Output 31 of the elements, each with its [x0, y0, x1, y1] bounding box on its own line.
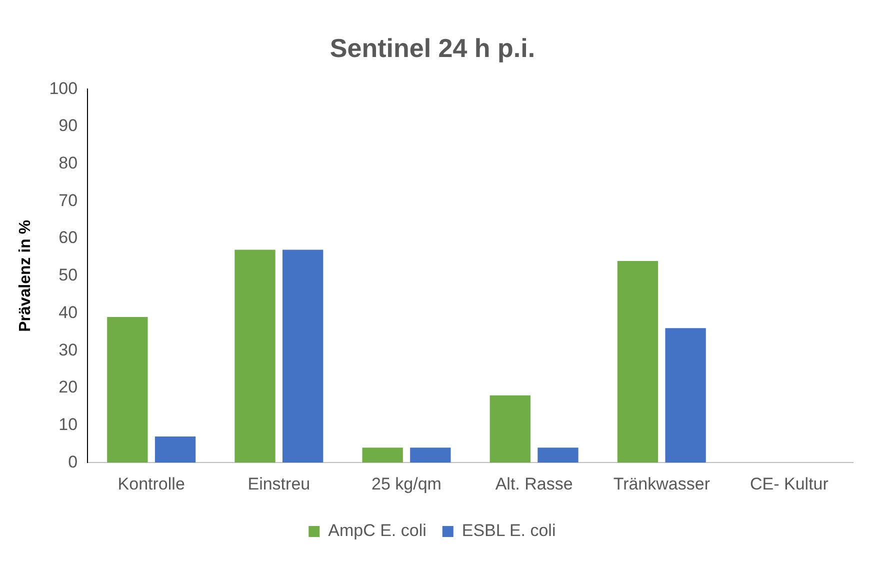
y-tick-label: 0 [68, 452, 78, 472]
bar [410, 448, 451, 463]
bar [362, 448, 403, 463]
y-tick-label: 70 [58, 190, 78, 210]
y-tick-label: 10 [58, 414, 78, 434]
bar [538, 448, 578, 463]
y-tick-label: 100 [49, 78, 78, 98]
y-tick-label: 50 [58, 266, 78, 285]
legend-label: ESBL E. coli [462, 521, 556, 540]
y-tick-label: 20 [58, 378, 78, 397]
x-tick-label: 25 kg/qm [372, 474, 442, 494]
bar [617, 260, 658, 463]
legend-label: AmpC E. coli [328, 521, 426, 540]
bar [665, 328, 706, 463]
bar [154, 436, 196, 463]
bar [234, 250, 276, 463]
x-tick-label: Tränkwasser [613, 474, 710, 494]
x-tick-label: Einstreu [248, 474, 310, 494]
bar [490, 395, 530, 463]
bar [282, 250, 324, 463]
x-tick-label: Alt. Rasse [495, 474, 573, 494]
y-tick-label: 90 [58, 116, 78, 136]
y-axis-title: Prävalenz in % [17, 220, 34, 332]
y-tick-label: 40 [58, 302, 78, 322]
y-tick-label: 60 [58, 228, 78, 248]
y-tick-label: 30 [58, 340, 78, 360]
x-tick-label: Kontrolle [118, 474, 185, 494]
chart-title: Sentinel 24 h p.i. [330, 32, 536, 63]
x-tick-label: CE- Kultur [750, 474, 829, 494]
bar [107, 316, 148, 463]
y-tick-label: 80 [58, 154, 78, 173]
